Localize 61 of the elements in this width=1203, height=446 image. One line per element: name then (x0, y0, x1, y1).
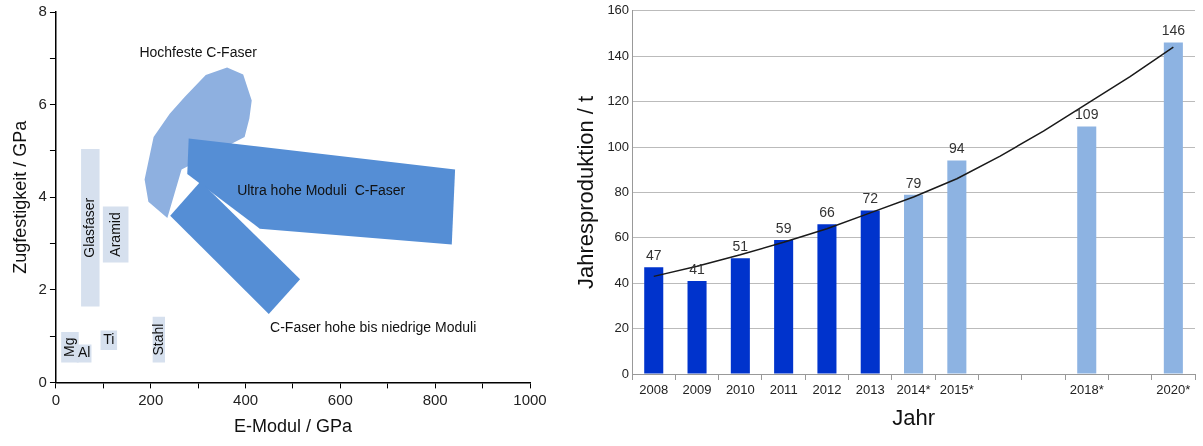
y-axis-title: Jahresproduktion / t (573, 95, 599, 290)
data-label: 146 (1161, 22, 1186, 39)
x-tick-label: 400 (233, 390, 259, 408)
data-label: 59 (775, 219, 792, 236)
x-tick-label: 2013 (855, 382, 885, 398)
x-axis-title: Jahr (892, 404, 935, 430)
y-tick-label: 40 (614, 274, 630, 290)
data-label: 72 (862, 190, 879, 207)
y-tick-label: 60 (614, 229, 630, 245)
data-label: 47 (645, 247, 662, 264)
series-label: Glasfaser (81, 197, 98, 258)
x-tick-label: 200 (138, 390, 164, 408)
y-tick-label: 0 (621, 365, 630, 381)
x-tick-label: 600 (327, 390, 353, 408)
data-label: 109 (1075, 106, 1099, 123)
x-tick-label: 2008 (639, 382, 669, 398)
x-tick-label: 2014* (896, 382, 931, 398)
data-label: 79 (905, 174, 922, 191)
x-tick-label: 2018* (1069, 382, 1104, 398)
y-tick-label: 8 (38, 2, 47, 20)
y-tick-label: 20 (614, 320, 630, 336)
x-tick-label: 2011 (769, 382, 798, 398)
series-label: Ultra hohe Moduli C-Faser (237, 182, 406, 199)
x-tick-label: 2015* (939, 382, 974, 398)
x-axis-title: E-Modul / GPa (233, 416, 353, 437)
series-label: Aramid (106, 212, 123, 257)
bar (817, 224, 837, 374)
series-label: Hochfeste C-Faser (139, 44, 258, 61)
y-tick-label: 2 (38, 279, 47, 297)
x-tick-label: 800 (422, 390, 448, 408)
y-tick-label: 4 (38, 187, 47, 205)
bar (947, 160, 967, 374)
bar (1077, 126, 1097, 374)
y-tick-label: 80 (614, 183, 630, 199)
y-tick-label: 140 (607, 47, 630, 63)
series-label: Stahl (149, 323, 166, 356)
y-axis-title: Zugfestigkeit / GPa (9, 119, 30, 274)
y-tick-label: 160 (607, 2, 630, 18)
data-label: 94 (949, 140, 965, 157)
series-label: Al (77, 344, 91, 361)
bar (644, 267, 664, 374)
bar (1163, 42, 1183, 374)
bar (730, 258, 750, 374)
bar (860, 210, 880, 374)
x-tick-label: 2012 (812, 382, 842, 398)
x-tick-label: 0 (51, 390, 61, 408)
series-label: Ti (103, 331, 115, 348)
x-tick-label: 1000 (513, 390, 547, 408)
y-tick-label: 120 (607, 93, 630, 109)
series-label: Mg (60, 337, 77, 357)
x-tick-label: 2009 (682, 382, 712, 398)
series-label: C-Faser hohe bis niedrige Moduli (270, 318, 477, 335)
y-tick-label: 100 (607, 138, 630, 154)
data-label: 66 (819, 204, 835, 221)
bar (774, 240, 794, 374)
bar (904, 194, 924, 374)
x-tick-label: 2010 (725, 382, 755, 398)
y-tick-label: 6 (38, 94, 47, 112)
data-label: 51 (732, 238, 749, 255)
bar (687, 280, 707, 374)
x-tick-label: 2020* (1156, 382, 1191, 398)
